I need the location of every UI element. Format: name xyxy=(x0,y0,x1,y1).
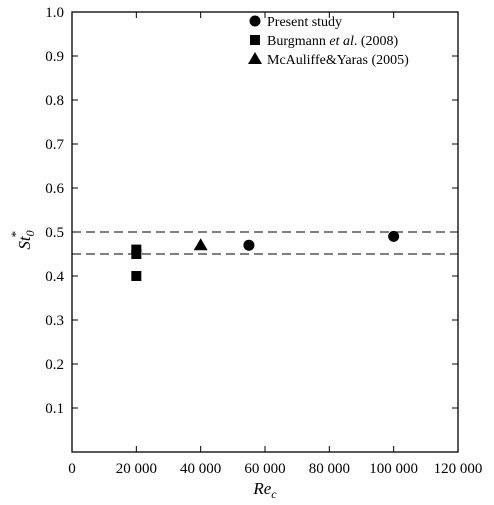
legend-label: Burgmann et al. (2008) xyxy=(267,34,399,49)
x-tick-label: 60 000 xyxy=(244,461,285,477)
data-points xyxy=(131,230,400,281)
y-tick-label: 0.4 xyxy=(45,269,64,285)
square-point xyxy=(131,249,142,259)
x-tick-label: 80 000 xyxy=(309,461,350,477)
y-tick-label: 0.6 xyxy=(45,181,64,197)
legend-label: Present study xyxy=(267,15,342,30)
x-tick-label: 40 000 xyxy=(180,461,221,477)
legend-triangle-marker xyxy=(248,52,262,64)
reference-lines xyxy=(72,231,458,255)
y-axis-label: St0* xyxy=(8,230,37,249)
y-tick-label: 0.5 xyxy=(45,225,64,241)
y-tick-label: 0.1 xyxy=(45,401,64,417)
y-tick-label: 0.2 xyxy=(45,357,64,373)
y-tick-label: 0.7 xyxy=(45,137,64,153)
y-tick-label: 0.8 xyxy=(45,93,64,109)
legend-square-marker xyxy=(250,35,260,45)
circle-point xyxy=(388,230,400,242)
y-tick-label: 0.3 xyxy=(45,313,64,329)
circle-point xyxy=(243,239,255,251)
triangle-point xyxy=(193,238,208,251)
y-tick-label: 0.9 xyxy=(45,49,64,65)
y-tick-label: 1.0 xyxy=(45,5,64,21)
x-axis-label: Rec xyxy=(252,479,277,501)
x-tick-label: 120 000 xyxy=(434,461,483,477)
x-tick-label: 0 xyxy=(68,461,76,477)
axis-ticks: 0 20 000 40 000 60 000 80 000 100 000 120 000 0… xyxy=(45,5,482,477)
square-point xyxy=(131,271,142,281)
x-tick-label: 20 000 xyxy=(116,461,157,477)
legend: Present study Burgmann et al. (2008) McAul… xyxy=(248,15,409,68)
x-tick-label: 100 000 xyxy=(369,461,418,477)
legend-label: McAuliffe&Yaras (2005) xyxy=(267,53,409,68)
legend-circle-marker xyxy=(249,15,261,27)
